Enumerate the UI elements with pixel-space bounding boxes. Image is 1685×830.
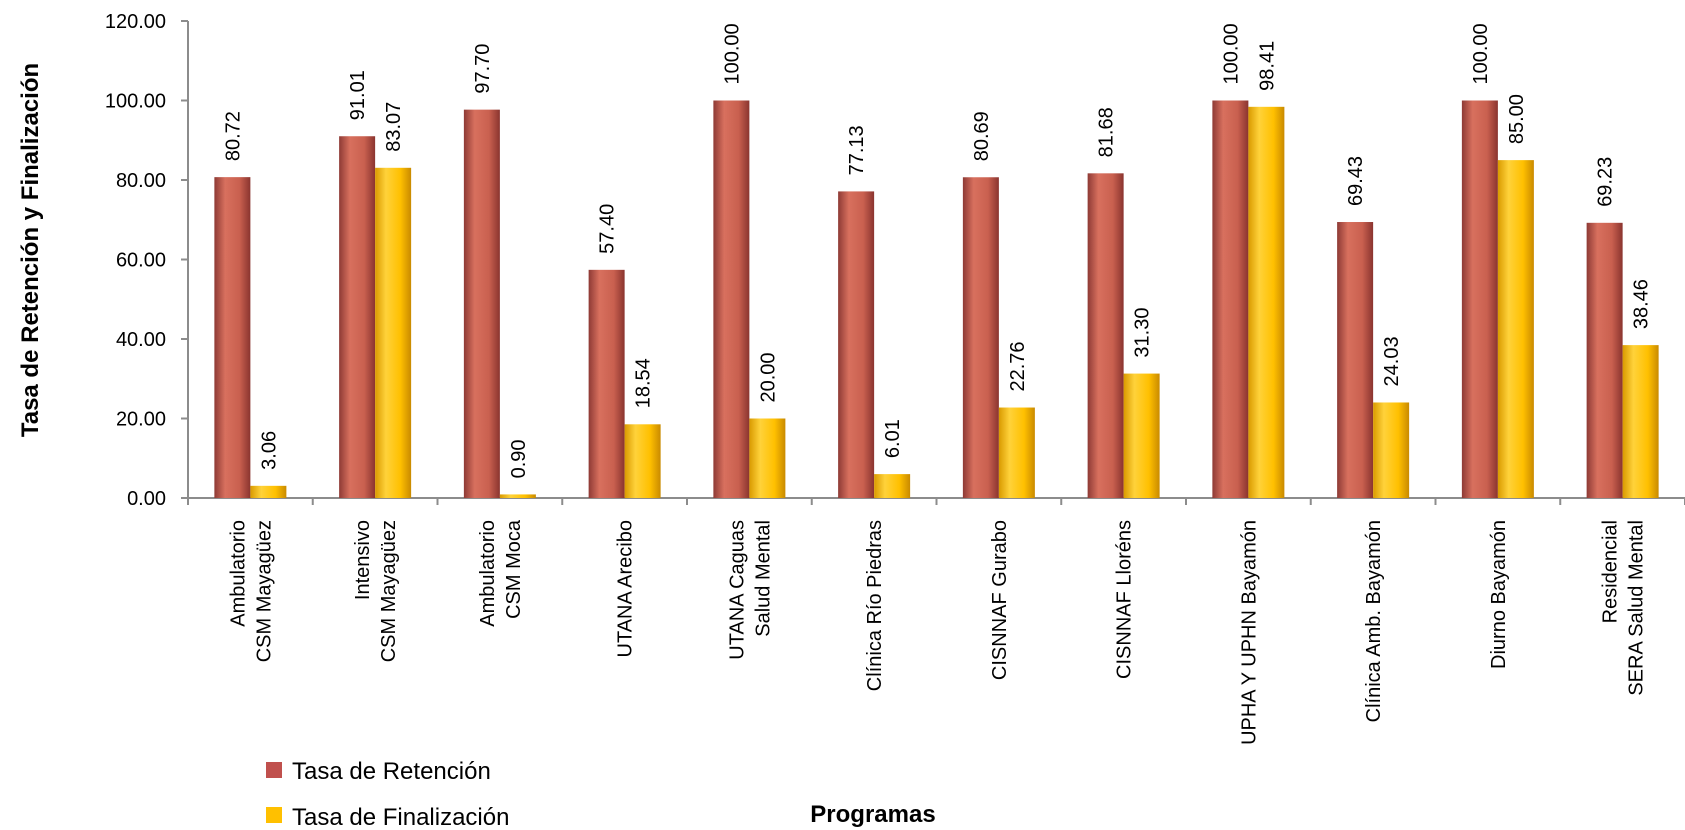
y-tick-label: 40.00 — [116, 329, 166, 351]
x-axis-title: Programas — [810, 801, 935, 828]
category-label: Clínica Río Piedras — [864, 520, 886, 691]
y-tick-label: 0.00 — [127, 488, 166, 510]
bar-retencion — [339, 136, 376, 499]
bar-retencion — [214, 177, 251, 498]
data-label-retencion: 100.00 — [721, 23, 743, 84]
bar-finalizacion — [1373, 402, 1410, 498]
bar-finalizacion — [749, 418, 786, 498]
category-label: Intensivo — [352, 520, 374, 600]
category-label: Ambulatorio — [227, 520, 249, 627]
data-label-retencion: 91.01 — [347, 70, 369, 120]
bars-group — [214, 100, 1659, 499]
category-label: UTANA Caguas — [726, 520, 748, 660]
bar-retencion — [463, 109, 500, 498]
data-label-retencion: 69.23 — [1595, 157, 1617, 207]
bar-retencion — [838, 191, 875, 498]
y-axis-title: Tasa de Retención y Finalización — [17, 63, 44, 437]
data-label-retencion: 77.13 — [846, 125, 868, 175]
category-label: SERA Salud Mental — [1626, 520, 1648, 696]
y-tick-label: 80.00 — [116, 170, 166, 192]
data-label-retencion: 69.43 — [1345, 156, 1367, 206]
category-label: Clínica Amb. Bayamón — [1363, 520, 1385, 722]
bar-finalizacion — [375, 167, 412, 498]
bar-retencion — [713, 100, 750, 498]
data-label-finalizacion: 22.76 — [1007, 341, 1029, 391]
data-label-retencion: 80.72 — [222, 111, 244, 161]
category-label: Salud Mental — [752, 520, 774, 637]
data-label-finalizacion: 38.46 — [1631, 279, 1653, 329]
category-label: Ambulatorio — [477, 520, 499, 627]
legend-swatch-retencion — [266, 762, 282, 778]
category-label: CISNNAF Lloréns — [1114, 520, 1136, 679]
data-label-retencion: 81.68 — [1096, 107, 1118, 157]
legend-label-retencion: Tasa de Retención — [292, 758, 491, 785]
data-label-retencion: 100.00 — [1220, 23, 1242, 84]
data-label-finalizacion: 20.00 — [757, 352, 779, 402]
category-label: CSM Mayagüez — [378, 520, 400, 662]
bar-finalizacion — [624, 424, 661, 498]
legend: Tasa de Retención Tasa de Finalización — [266, 758, 509, 830]
category-labels-group: Ambulatorio CSM Mayagüez Intensivo CSM Maya… — [227, 519, 1647, 745]
category-label: CSM Mayagüez — [253, 520, 275, 662]
category-label: UPHA Y UPHN Bayamón — [1238, 520, 1260, 745]
bar-finalizacion — [998, 407, 1035, 498]
data-label-finalizacion: 24.03 — [1381, 336, 1403, 386]
category-label: CSM Moca — [503, 519, 525, 619]
bar-finalizacion — [1123, 373, 1160, 498]
bar-retencion — [1087, 173, 1124, 498]
bar-finalizacion — [874, 474, 911, 498]
data-label-finalizacion: 85.00 — [1506, 94, 1528, 144]
bar-retencion — [1337, 222, 1374, 498]
bar-finalizacion — [250, 485, 287, 498]
y-tick-label: 120.00 — [105, 11, 166, 33]
data-label-retencion: 57.40 — [597, 204, 619, 254]
legend-label-finalizacion: Tasa de Finalización — [292, 804, 509, 830]
bar-retencion — [1586, 222, 1623, 499]
bar-finalizacion — [499, 494, 536, 498]
data-label-finalizacion: 0.90 — [508, 439, 530, 478]
data-label-finalizacion: 31.30 — [1132, 308, 1154, 358]
data-label-finalizacion: 83.07 — [383, 102, 405, 152]
bar-retencion — [1212, 100, 1249, 498]
category-label: Residencial — [1600, 520, 1622, 623]
data-label-retencion: 97.70 — [472, 44, 494, 94]
category-label: CISNNAF Gurabo — [989, 520, 1011, 680]
bar-retencion — [962, 177, 999, 498]
category-label: UTANA Arecibo — [615, 520, 637, 657]
y-tick-label: 20.00 — [116, 409, 166, 431]
data-label-retencion: 80.69 — [971, 111, 993, 161]
data-label-finalizacion: 6.01 — [882, 419, 904, 458]
x-axis-group — [187, 497, 1685, 505]
bar-retencion — [1461, 100, 1498, 498]
data-labels-group: 80.72 3.06 91.01 83.07 97.70 0.90 57.40 18.54 10… — [222, 23, 1652, 478]
bar-finalizacion — [1248, 106, 1285, 498]
legend-swatch-finalizacion — [266, 807, 282, 823]
category-label: Diurno Bayamón — [1488, 520, 1510, 669]
bar-retencion — [588, 269, 625, 498]
data-label-finalizacion: 18.54 — [633, 358, 655, 408]
data-label-retencion: 100.00 — [1470, 23, 1492, 84]
y-axis-group: 0.00 20.00 40.00 60.00 80.00 100.00 120.00 — [105, 11, 189, 510]
y-tick-label: 60.00 — [116, 250, 166, 272]
y-tick-label: 100.00 — [105, 91, 166, 113]
bar-finalizacion — [1622, 345, 1659, 498]
bar-finalizacion — [1497, 160, 1534, 498]
data-label-finalizacion: 3.06 — [258, 431, 280, 470]
data-label-finalizacion: 98.41 — [1256, 41, 1278, 91]
